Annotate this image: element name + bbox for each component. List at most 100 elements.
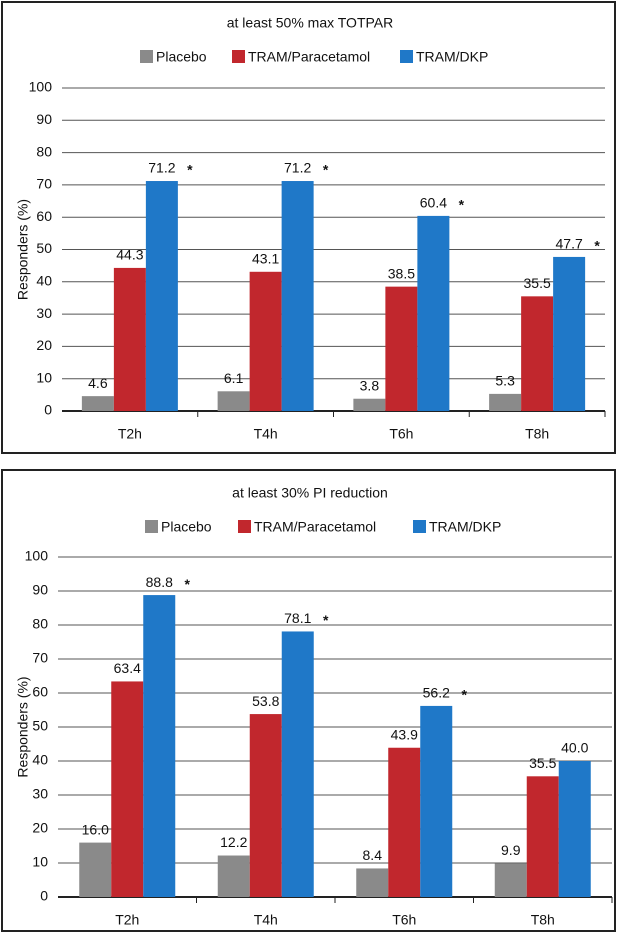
value-label: 35.5 [529,755,556,771]
x-tick-label: T2h [115,912,139,928]
y-tick-label: 50 [36,240,52,256]
value-label: 47.7 [556,236,583,252]
bar [143,595,176,897]
y-tick-label: 80 [36,143,52,159]
y-tick-label: 10 [36,369,52,385]
legend-label: TRAM/DKP [416,49,488,65]
value-label: 3.8 [360,377,380,393]
y-axis-label: Responders (%) [15,676,31,777]
bar [249,714,282,897]
y-tick-label: 70 [32,650,48,666]
bar [353,398,386,411]
y-tick-label: 100 [29,79,53,95]
y-tick-label: 90 [32,582,48,598]
bar [79,842,112,897]
y-tick-label: 60 [36,208,52,224]
y-tick-label: 80 [32,616,48,632]
y-tick-label: 60 [32,684,48,700]
value-label: 53.8 [252,693,279,709]
bar [281,631,314,897]
chart-title: at least 50% max TOTPAR [227,15,394,31]
legend-swatch [238,520,251,533]
value-label: 9.9 [501,842,521,858]
value-label: 56.2 [423,685,450,701]
value-label: 71.2 [148,160,175,176]
y-tick-label: 30 [32,786,48,802]
y-tick-label: 70 [36,176,52,192]
significance-marker: * [594,238,600,254]
legend-swatch [400,50,413,63]
legend-swatch [413,520,426,533]
y-tick-label: 0 [40,888,48,904]
significance-marker: * [462,687,468,703]
x-tick-label: T4h [254,426,278,442]
bar [81,396,114,411]
y-tick-label: 0 [44,402,52,418]
bar [494,863,527,897]
bar [111,681,144,897]
significance-marker: * [459,197,465,213]
bar [521,296,554,411]
value-label: 44.3 [116,247,143,263]
y-tick-label: 30 [36,305,52,321]
x-tick-label: T6h [392,912,416,928]
value-label: 4.6 [88,375,108,391]
legend-swatch [145,520,158,533]
value-label: 5.3 [495,373,515,389]
value-label: 71.2 [284,160,311,176]
bar [558,761,591,897]
value-label: 12.2 [220,834,247,850]
bar [489,393,522,411]
bar [417,215,450,411]
legend-label: Placebo [161,519,212,535]
value-label: 88.8 [146,574,173,590]
y-tick-label: 10 [32,854,48,870]
value-label: 60.4 [420,195,447,211]
x-tick-label: T2h [118,426,142,442]
y-tick-label: 40 [36,273,52,289]
y-tick-label: 20 [36,337,52,353]
value-label: 78.1 [284,610,311,626]
significance-marker: * [323,612,329,628]
bar [217,855,250,897]
y-axis-label: Responders (%) [15,199,31,300]
y-tick-label: 20 [32,820,48,836]
bar [217,391,250,411]
value-label: 8.4 [363,847,383,863]
legend-label: TRAM/Paracetamol [248,49,370,65]
value-label: 43.1 [252,250,279,266]
value-label: 63.4 [114,660,141,676]
significance-marker: * [323,162,329,178]
significance-marker: * [187,162,193,178]
bar [113,267,146,411]
x-tick-label: T4h [254,912,278,928]
bar [281,181,314,411]
panel-border [1,469,616,932]
bar [385,286,418,411]
bar [526,776,559,897]
legend-label: TRAM/DKP [429,519,501,535]
legend-swatch [232,50,245,63]
chart-title: at least 30% PI reduction [232,485,388,501]
x-tick-label: T8h [531,912,555,928]
legend-label: TRAM/Paracetamol [254,519,376,535]
y-tick-label: 100 [25,548,49,564]
bar [356,868,389,897]
significance-marker: * [185,576,191,592]
bar [145,181,178,411]
value-label: 6.1 [224,370,244,386]
bar [553,256,586,411]
y-tick-label: 50 [32,718,48,734]
value-label: 16.0 [82,821,109,837]
x-tick-label: T8h [525,426,549,442]
legend-swatch [140,50,153,63]
bar [420,705,453,897]
value-label: 40.0 [561,740,588,756]
value-label: 35.5 [524,275,551,291]
bar [388,747,421,897]
legend-label: Placebo [156,49,207,65]
y-tick-label: 90 [36,111,52,127]
y-tick-label: 40 [32,752,48,768]
value-label: 43.9 [391,726,418,742]
